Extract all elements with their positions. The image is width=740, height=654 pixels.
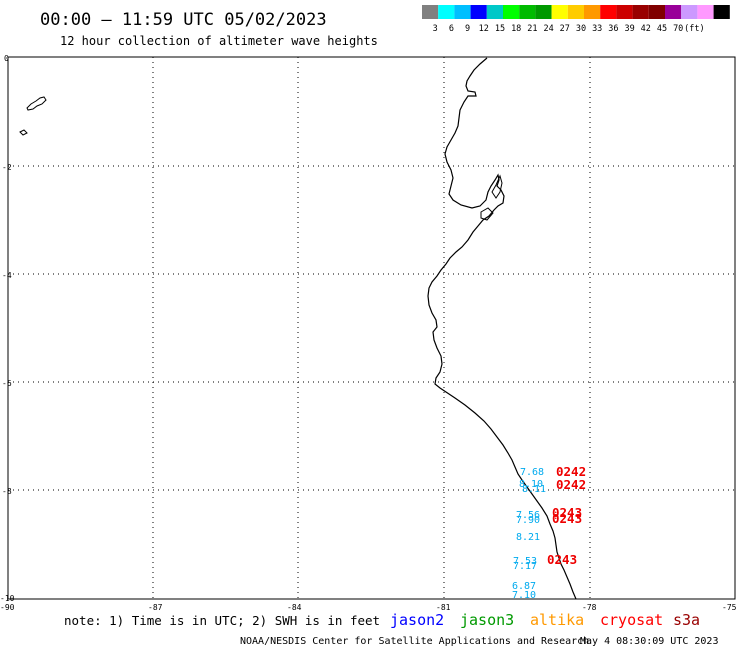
- color-scale-swatch: [486, 5, 503, 19]
- wave-height-value: 6.87: [512, 581, 536, 592]
- graticule: [8, 57, 735, 599]
- legend-jason3: jason3: [460, 611, 514, 629]
- x-tick-label: -87: [148, 603, 163, 612]
- legend-s3a: s3a: [673, 611, 700, 629]
- pass-time-label: 0243: [552, 511, 582, 526]
- x-tick-label: -84: [287, 603, 302, 612]
- color-scale-label: (ft): [684, 24, 704, 34]
- pass-times: 0242 0242 0243 0243 0243: [547, 464, 586, 567]
- color-scale-swatch: [584, 5, 601, 19]
- color-scale-swatch: [535, 5, 552, 19]
- map-title: 00:00 – 11:59 UTC 05/02/2023: [40, 10, 327, 30]
- wave-height-value: 7.10: [512, 590, 536, 601]
- gulf-of-guayaquil-outline: [480, 174, 503, 221]
- map-frame: [7, 56, 736, 600]
- y-tick-label: -6: [2, 379, 12, 388]
- wave-height-value: 7.68: [520, 467, 544, 478]
- color-scale-label: 21: [527, 24, 537, 34]
- altimeter-observations: 7.68 8.10 8.11 7.56 7.90 8.21 7.53 7.17 …: [512, 467, 546, 601]
- color-scale-swatch: [632, 5, 649, 19]
- x-tick-label: -78: [582, 603, 597, 612]
- wave-height-value: 7.56: [516, 510, 540, 521]
- x-tick-label: -75: [722, 603, 737, 612]
- color-scale-label: 30: [576, 24, 586, 34]
- color-scale-label: 24: [543, 24, 553, 34]
- pass-time-label: 0243: [547, 552, 577, 567]
- x-tick-label: -90: [0, 603, 15, 612]
- pass-time-label: 0243: [552, 505, 582, 520]
- y-tick-label: -8: [2, 487, 12, 496]
- color-scale-swatch: [616, 5, 633, 19]
- color-scale-label: 18: [511, 24, 521, 34]
- pass-time-label: 0242: [556, 464, 586, 479]
- galapagos-islands: [19, 96, 47, 136]
- color-scale-label: 6: [449, 24, 454, 34]
- color-scale-swatch: [600, 5, 617, 19]
- legend-jason2: jason2: [390, 611, 444, 629]
- color-scale-label: 45: [657, 24, 667, 34]
- color-scale-label: 70: [673, 24, 683, 34]
- legend-altika: altika: [530, 611, 584, 629]
- y-tick-label: -4: [2, 271, 12, 280]
- color-scale: 3 6 9 12 15 18 21 24 27 30 33 36 39 42 45 70 (ft): [422, 5, 730, 34]
- wave-height-value: 8.10: [519, 479, 543, 490]
- wave-height-value: 7.90: [516, 515, 540, 526]
- generated-timestamp: May 4 08:30:09 UTC 2023: [580, 636, 718, 647]
- satellite-legend: jason2 jason3 altika cryosat s3a: [390, 611, 700, 629]
- color-scale-swatch: [567, 5, 584, 19]
- color-scale-label: 3: [433, 24, 438, 34]
- y-tick-label: -2: [2, 163, 12, 172]
- color-scale-label: 15: [495, 24, 505, 34]
- map-subtitle: 12 hour collection of altimeter wave hei…: [60, 34, 378, 48]
- color-scale-label: 12: [479, 24, 489, 34]
- color-scale-label: 27: [560, 24, 570, 34]
- color-scale-swatch: [648, 5, 665, 19]
- y-tick-label: -10: [0, 594, 15, 603]
- color-scale-swatch: [697, 5, 714, 19]
- color-scale-swatch: [503, 5, 520, 19]
- color-scale-swatch: [665, 5, 682, 19]
- x-axis-ticks: -90 -87 -84 -81 -78 -75: [0, 603, 737, 612]
- color-scale-label: 9: [465, 24, 470, 34]
- wave-height-value: 8.21: [516, 532, 540, 543]
- wave-height-value: 7.53: [513, 556, 537, 567]
- pass-time-label: 0242: [556, 477, 586, 492]
- y-tick-label: 0: [4, 54, 9, 63]
- y-axis-ticks: 0 -2 -4 -6 -8 -10: [0, 54, 15, 603]
- credit-line: NOAA/NESDIS Center for Satellite Applica…: [240, 636, 589, 647]
- wave-height-value: 7.17: [513, 561, 537, 572]
- coastline: [427, 57, 577, 600]
- x-tick-label: -81: [436, 603, 451, 612]
- color-scale-swatch: [470, 5, 487, 19]
- color-scale-swatch: [519, 5, 536, 19]
- units-note: note: 1) Time is in UTC; 2) SWH is in fe…: [64, 613, 380, 628]
- color-scale-label: 36: [608, 24, 618, 34]
- color-scale-swatch: [438, 5, 455, 19]
- color-scale-swatch: [681, 5, 698, 19]
- color-scale-swatch: [422, 5, 439, 19]
- color-scale-swatch: [551, 5, 568, 19]
- color-scale-label: 33: [592, 24, 602, 34]
- legend-cryosat: cryosat: [600, 611, 663, 629]
- color-scale-swatch: [713, 5, 730, 19]
- color-scale-label: 42: [641, 24, 651, 34]
- color-scale-label: 39: [624, 24, 634, 34]
- wave-height-value: 8.11: [522, 484, 546, 495]
- color-scale-swatch: [454, 5, 471, 19]
